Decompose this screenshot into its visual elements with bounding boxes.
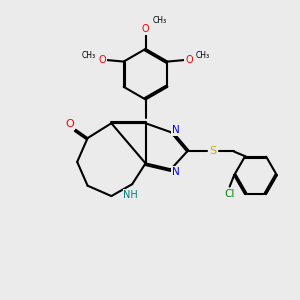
Text: NH: NH xyxy=(123,190,138,200)
Text: O: O xyxy=(185,55,193,65)
Text: CH₃: CH₃ xyxy=(82,50,96,59)
Text: N: N xyxy=(172,125,180,135)
Text: S: S xyxy=(209,146,217,157)
Text: O: O xyxy=(142,24,149,34)
Text: Cl: Cl xyxy=(224,189,235,199)
Text: O: O xyxy=(65,119,74,129)
Text: O: O xyxy=(98,55,106,65)
Text: CH₃: CH₃ xyxy=(153,16,167,25)
Text: N: N xyxy=(172,167,180,177)
Text: CH₃: CH₃ xyxy=(195,50,210,59)
